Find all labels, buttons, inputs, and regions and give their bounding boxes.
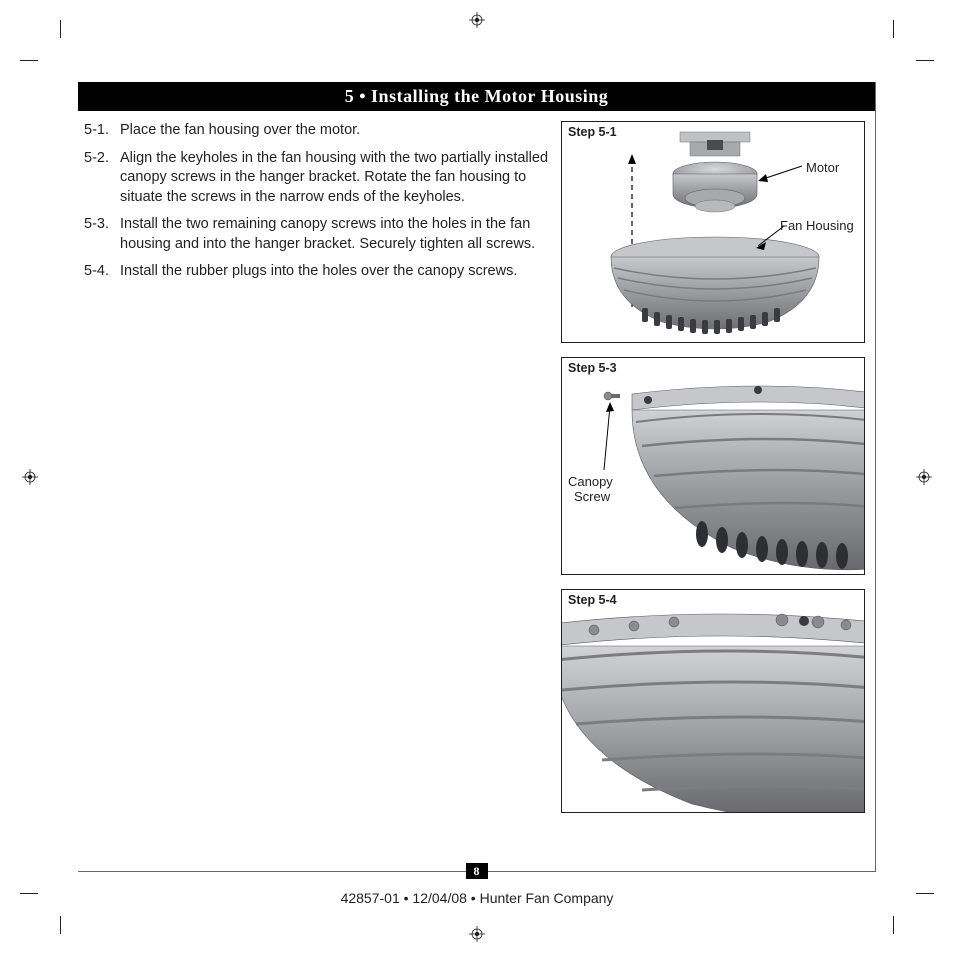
registration-mark-icon [469,12,485,28]
page-number-badge: 8 [466,863,488,879]
instructions-list: 5-1. Place the fan housing over the moto… [84,121,561,827]
crop-mark [893,916,894,934]
registration-mark-icon [916,469,932,485]
diagram-step-5-3: Step 5-3 Canopy Screw [561,357,865,575]
crop-mark [60,916,61,934]
step-number: 5-1. [84,121,120,141]
callout-canopy: Canopy [568,474,613,489]
diagram-step-5-4: Step 5-4 [561,589,865,813]
step-text: Align the keyholes in the fan housing wi… [120,149,551,208]
registration-mark-icon [469,926,485,942]
page-number: 8 [474,864,480,878]
diagram-label: Step 5-3 [568,361,617,375]
callout-screw: Screw [574,489,610,504]
step-text: Place the fan housing over the motor. [120,121,551,141]
footer-text: 42857-01 • 12/04/08 • Hunter Fan Company [341,890,614,906]
instruction-step: 5-1. Place the fan housing over the moto… [84,121,551,141]
instruction-step: 5-4. Install the rubber plugs into the h… [84,262,551,282]
diagram-label: Step 5-4 [568,593,617,607]
crop-mark [916,893,934,894]
crop-mark [20,893,38,894]
instruction-step: 5-3. Install the two remaining canopy sc… [84,215,551,254]
crop-mark [893,20,894,38]
diagram-5-4-illustration [562,590,865,813]
section-header: 5 • Installing the Motor Housing [78,82,875,111]
step-number: 5-4. [84,262,120,282]
crop-mark [60,20,61,38]
step-number: 5-2. [84,149,120,208]
section-title: 5 • Installing the Motor Housing [345,86,609,106]
step-text: Install the rubber plugs into the holes … [120,262,551,282]
content-row: 5-1. Place the fan housing over the moto… [78,111,875,827]
callout-motor: Motor [806,160,839,175]
registration-mark-icon [22,469,38,485]
step-number: 5-3. [84,215,120,254]
step-text: Install the two remaining canopy screws … [120,215,551,254]
crop-mark [20,60,38,61]
diagram-5-3-illustration [562,358,865,575]
diagram-step-5-1: Step 5-1 Motor Fan Housing [561,121,865,343]
diagram-label: Step 5-1 [568,125,617,139]
instruction-step: 5-2. Align the keyholes in the fan housi… [84,149,551,208]
diagrams-column: Step 5-1 Motor Fan Housing [561,121,865,827]
callout-fan-housing: Fan Housing [780,218,854,233]
crop-mark [916,60,934,61]
page-frame: 5 • Installing the Motor Housing 5-1. Pl… [78,82,876,872]
